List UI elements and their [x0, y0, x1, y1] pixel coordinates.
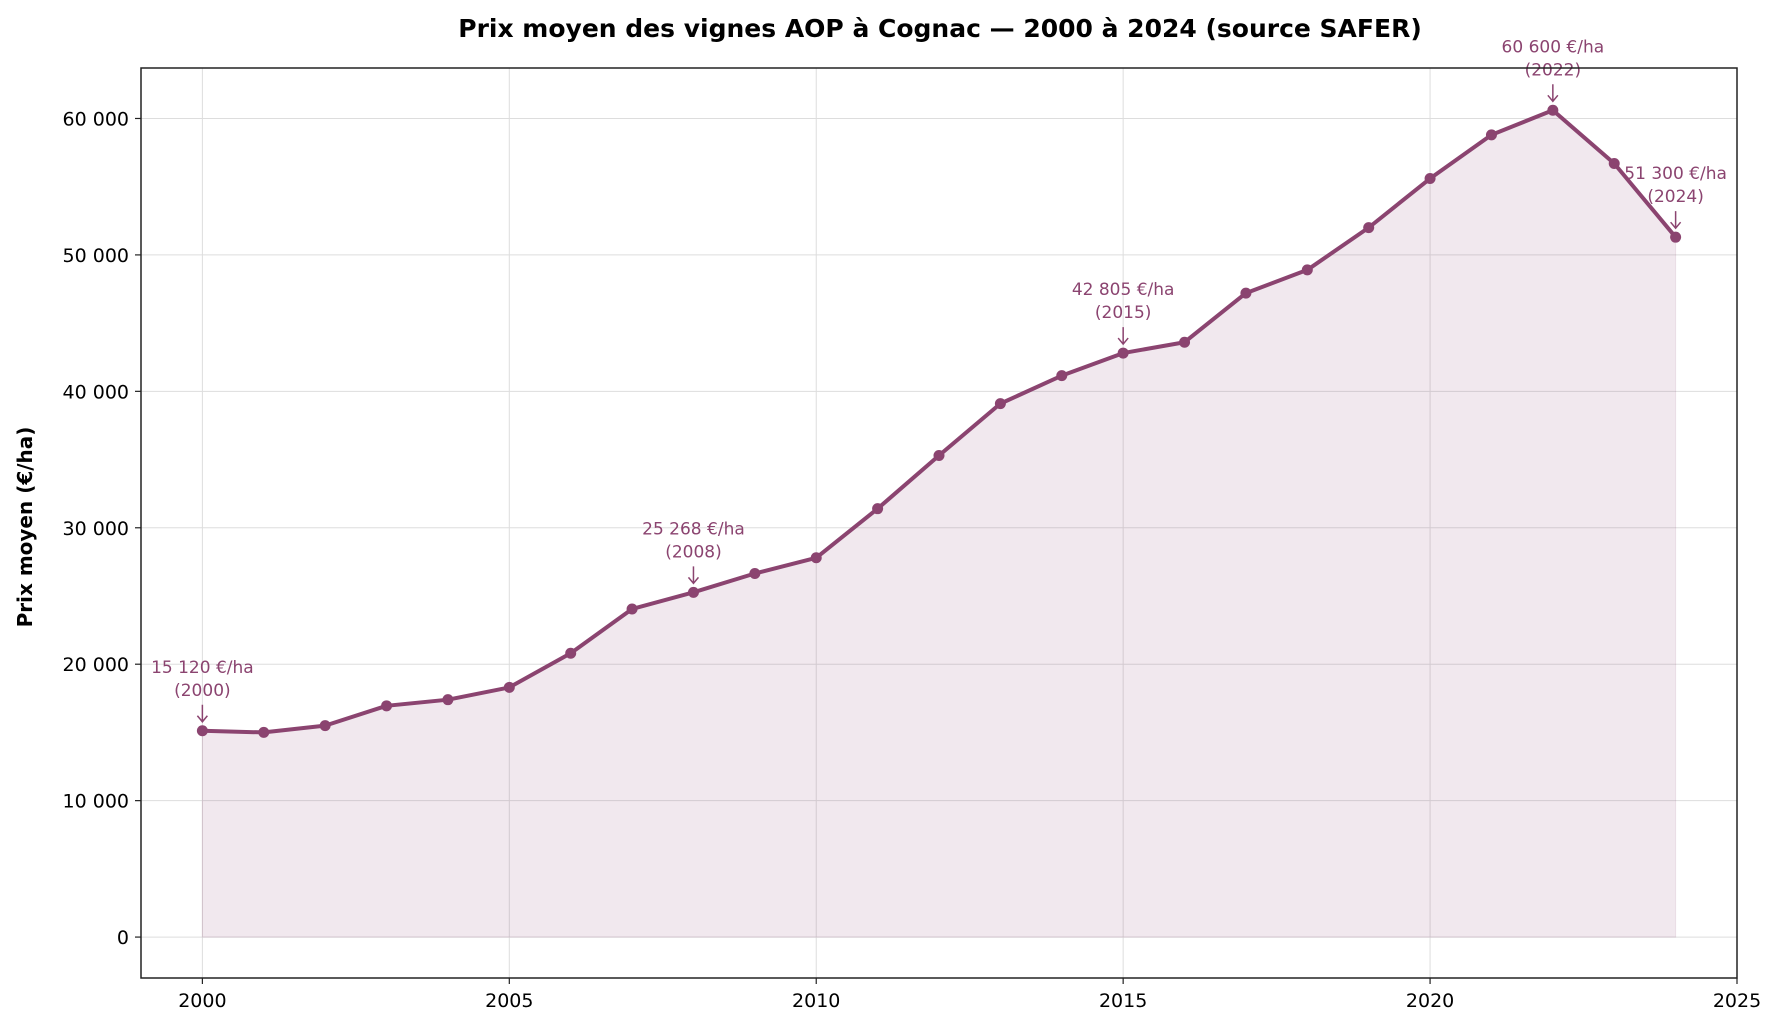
- annotation-arrow: [1117, 327, 1129, 346]
- y-tick-label: 60 000: [63, 108, 129, 130]
- x-tick-label: 2010: [792, 990, 840, 1012]
- data-point: [1240, 287, 1252, 299]
- data-point: [810, 552, 822, 564]
- data-point: [1424, 173, 1436, 185]
- annotation-label: 51 300 €/ha: [1624, 164, 1727, 184]
- annotation-arrow: [196, 704, 208, 723]
- annotation-year: (2008): [665, 542, 722, 562]
- data-point: [503, 681, 515, 693]
- data-point: [994, 398, 1006, 410]
- area-fill: [201, 109, 1677, 938]
- data-point: [319, 720, 331, 732]
- data-point: [626, 603, 638, 615]
- data-point: [687, 586, 699, 598]
- data-point: [1117, 347, 1129, 359]
- data-point: [1547, 104, 1559, 116]
- data-point: [1179, 336, 1191, 348]
- data-point: [933, 449, 945, 461]
- annotation-year: (2000): [174, 681, 231, 701]
- data-point: [196, 725, 208, 737]
- y-tick-label: 50 000: [63, 245, 129, 267]
- annotation-year: (2015): [1095, 303, 1152, 323]
- data-point: [1301, 264, 1313, 276]
- x-tick-label: 2015: [1099, 990, 1147, 1012]
- x-tick-label: 2020: [1406, 990, 1454, 1012]
- annotation-label: 15 120 €/ha: [151, 658, 254, 678]
- data-point: [258, 726, 270, 738]
- plot-frame: [140, 67, 1738, 979]
- data-point: [749, 567, 761, 579]
- annotation-arrow: [1670, 211, 1682, 230]
- data-point: [1485, 129, 1497, 141]
- y-tick-label: 0: [117, 927, 129, 949]
- data-point: [1608, 158, 1620, 170]
- data-point: [442, 694, 454, 706]
- annotation-arrow: [687, 566, 700, 585]
- annotation-label: 60 600 €/ha: [1502, 37, 1605, 57]
- data-point: [381, 700, 393, 712]
- y-axis-label: Prix moyen (€/ha): [13, 427, 37, 628]
- x-tick-label: 2005: [485, 990, 533, 1012]
- annotation-arrow: [1547, 84, 1559, 103]
- annotation-year: (2022): [1525, 60, 1582, 80]
- y-tick-label: 30 000: [63, 518, 129, 540]
- chart-title: Prix moyen des vignes AOP à Cognac — 200…: [458, 14, 1422, 43]
- x-tick-label: 2000: [178, 990, 226, 1012]
- annotation-label: 42 805 €/ha: [1072, 280, 1175, 300]
- annotation-year: (2024): [1647, 187, 1704, 207]
- data-point: [872, 503, 884, 515]
- y-tick-label: 10 000: [63, 791, 129, 813]
- data-point: [1056, 370, 1068, 382]
- data-point: [1363, 222, 1375, 234]
- y-tick-label: 40 000: [63, 381, 129, 403]
- annotation-label: 25 268 €/ha: [642, 519, 745, 539]
- data-point: [1670, 231, 1682, 243]
- x-tick-label: 2025: [1713, 990, 1761, 1012]
- y-tick-label: 20 000: [63, 654, 129, 676]
- data-point: [565, 647, 577, 659]
